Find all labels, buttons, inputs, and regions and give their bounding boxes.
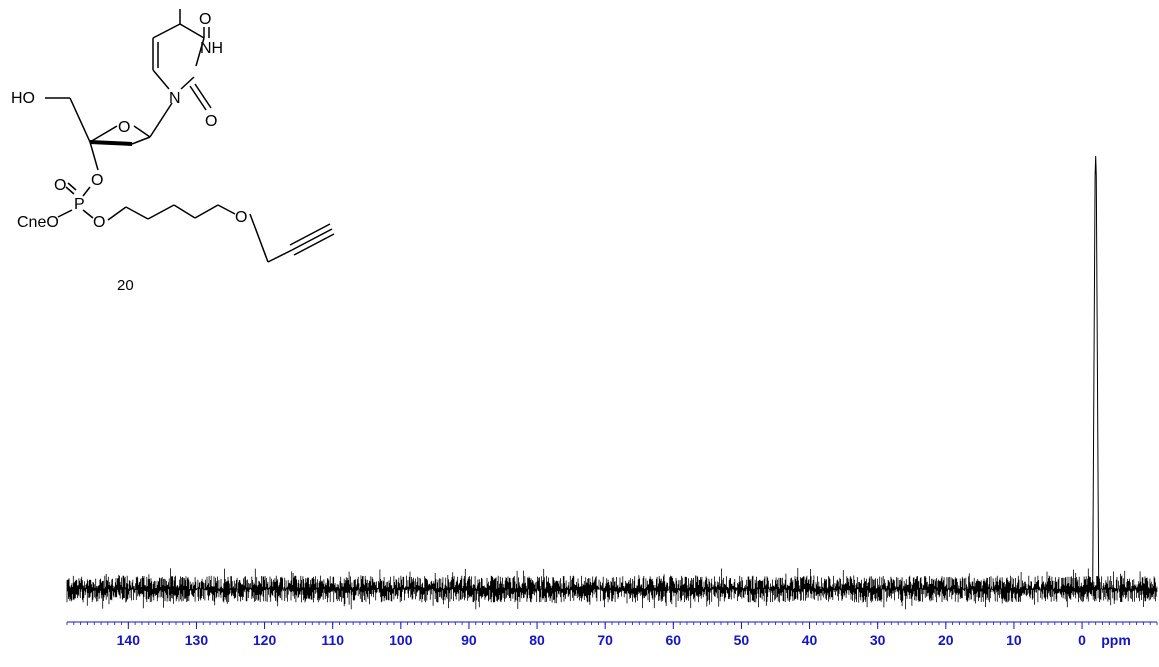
bond (289, 223, 331, 246)
spectrum-trace (66, 568, 1158, 610)
bond (267, 249, 293, 263)
atom-p: P (74, 196, 85, 213)
bond (67, 182, 77, 191)
bond (147, 204, 175, 220)
atom-n: N (169, 90, 181, 107)
tick-label: 20 (938, 632, 954, 648)
tick-label: 80 (529, 632, 545, 648)
atom-cneo: CneO (17, 214, 59, 231)
tick-label: 120 (253, 632, 277, 648)
bond (180, 76, 195, 90)
x-axis-unit-label: ppm (1101, 632, 1131, 648)
tick-label: 50 (734, 632, 750, 648)
tick-label: 10 (1006, 632, 1022, 648)
bond (293, 233, 335, 256)
tick-label: 140 (117, 632, 141, 648)
x-axis-major-ticks (127, 622, 1083, 629)
bond (57, 209, 73, 218)
x-axis-tick-labels: 140 130 120 110 100 90 80 70 60 50 40 30 20 10 0 (117, 632, 1087, 648)
atom-o-p-double: O (54, 177, 66, 194)
tick-label: 130 (185, 632, 209, 648)
bond (217, 204, 236, 215)
bond (194, 83, 212, 109)
bond (89, 141, 99, 171)
bond (82, 209, 94, 219)
spectrum-peak (1092, 155, 1100, 590)
bond (152, 69, 170, 90)
peak-group (1092, 155, 1100, 590)
bond (249, 213, 269, 263)
tick-label: 110 (321, 632, 344, 648)
x-axis: 140 130 120 110 100 90 80 70 60 50 40 30 20 10 0 ppm (66, 621, 1158, 648)
atom-ho: HO (11, 90, 35, 107)
bond (173, 204, 196, 219)
atom-o-3: O (91, 172, 103, 189)
bond (65, 186, 75, 195)
bond (194, 204, 219, 219)
tick-label: 30 (870, 632, 886, 648)
bond (133, 125, 151, 138)
bond (107, 206, 127, 221)
spectrum (66, 155, 1158, 610)
bond (89, 125, 118, 143)
tick-label: 0 (1078, 632, 1086, 648)
atom-nh: NH (200, 40, 223, 57)
bond (291, 228, 333, 251)
atom-o-ester: O (93, 214, 105, 231)
tick-label: 40 (802, 632, 818, 648)
bond (125, 206, 149, 220)
tick-label: 90 (461, 632, 477, 648)
x-axis-minor-ticks (66, 622, 1158, 625)
bond (189, 85, 207, 111)
bond (82, 186, 91, 197)
atom-o-top: O (199, 11, 211, 28)
chemical-structure: O NH O N HO O O P O CneO O O 20 (11, 9, 335, 294)
compound-label: 20 (117, 277, 134, 294)
atom-o-ring: O (118, 119, 130, 136)
bond (149, 102, 173, 138)
tick-label: 60 (666, 632, 682, 648)
bond (179, 23, 205, 39)
atom-o-carbonyl: O (205, 113, 217, 130)
bond (131, 136, 151, 145)
tick-label: 70 (597, 632, 613, 648)
bond (69, 97, 91, 143)
bond (152, 23, 181, 39)
bond (195, 37, 205, 67)
atom-o-ether: O (235, 209, 247, 226)
tick-label: 100 (389, 632, 413, 648)
bond (89, 140, 133, 146)
